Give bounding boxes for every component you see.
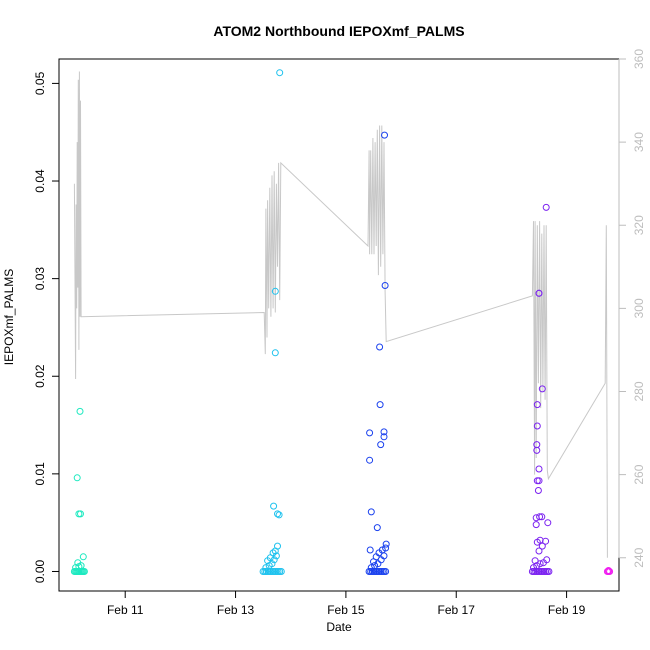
data-point: [544, 519, 552, 527]
y2-axis: 240 260 280 300 320 340 360: [618, 49, 646, 568]
data-point: [538, 385, 546, 393]
data-point: [381, 282, 389, 289]
y-axis: 0.00 0.01 0.02 0.03 0.04 0.05: [33, 71, 59, 583]
y2-tick-label: 260: [632, 464, 646, 484]
data-point: [74, 559, 82, 567]
data-point: [533, 422, 541, 430]
y-axis-label: IEPOXmf_PALMS: [2, 269, 16, 365]
data-point: [535, 477, 543, 485]
y2-tick-label: 280: [632, 381, 646, 401]
data-point: [270, 556, 278, 564]
data-point: [381, 131, 388, 139]
data-point: [545, 568, 553, 575]
data-point: [535, 465, 543, 473]
data-point: [380, 433, 388, 441]
data-point: [80, 568, 88, 575]
data-point: [76, 407, 84, 415]
x-tick-label: Feb 19: [548, 603, 586, 617]
y2-tick-label: 300: [632, 298, 646, 318]
y-tick-label: 0.02: [33, 364, 47, 388]
data-point: [367, 508, 375, 516]
x-tick-label: Feb 11: [107, 603, 144, 617]
data-point: [382, 544, 390, 552]
data-point: [538, 542, 546, 550]
y-tick-label: 0.03: [33, 267, 47, 291]
y2-tick-label: 320: [632, 215, 646, 235]
data-point: [536, 560, 544, 568]
data-point: [377, 441, 385, 449]
x-axis-label: Date: [326, 620, 352, 634]
data-point: [376, 343, 384, 351]
data-point: [606, 568, 614, 575]
data-point: [536, 513, 544, 521]
y-tick-label: 0.04: [33, 169, 47, 193]
y2-tick-label: 340: [632, 132, 646, 152]
data-point: [538, 513, 546, 521]
data-point: [270, 502, 278, 510]
data-point: [531, 557, 539, 565]
data-point: [366, 429, 374, 437]
x-axis: Feb 11 Feb 13 Feb 15 Feb 17 Feb 19: [107, 591, 586, 617]
data-point: [605, 567, 612, 574]
data-point: [276, 69, 284, 77]
data-point: [382, 540, 390, 548]
data-point: [77, 510, 84, 518]
y-tick-label: 0.01: [33, 462, 47, 486]
data-point: [73, 474, 81, 482]
y2-tick-label: 360: [632, 49, 646, 69]
data-point: [533, 441, 541, 449]
x-tick-label: Feb 13: [217, 603, 255, 617]
data-point: [535, 289, 543, 297]
x-tick-label: Feb 17: [438, 603, 476, 617]
data-point: [277, 568, 285, 575]
x-tick-label: Feb 15: [327, 603, 365, 617]
data-point: [366, 456, 374, 464]
data-point: [542, 203, 550, 211]
line-layer: [73, 71, 608, 558]
data-point: [535, 547, 543, 555]
y-tick-label: 0.05: [33, 71, 47, 95]
data-point: [274, 510, 281, 518]
data-point: [79, 553, 87, 561]
y-tick-label: 0.00: [33, 559, 47, 583]
data-point: [542, 537, 550, 545]
altitude-line: [73, 71, 608, 558]
data-point: [534, 487, 542, 494]
data-point: [376, 401, 384, 409]
data-point: [366, 546, 374, 554]
data-point: [275, 511, 283, 519]
point-layer: [70, 69, 614, 575]
data-point: [274, 542, 281, 550]
data-point: [543, 556, 551, 564]
y2-tick-label: 240: [632, 547, 646, 567]
data-point: [271, 287, 279, 295]
data-point: [373, 524, 381, 532]
data-point: [271, 349, 279, 357]
data-point: [533, 401, 541, 409]
data-point: [532, 521, 540, 529]
data-point: [269, 549, 277, 557]
chart-title: ATOM2 Northbound IEPOXmf_PALMS: [213, 23, 464, 39]
data-point: [382, 568, 390, 575]
data-point: [380, 428, 388, 436]
